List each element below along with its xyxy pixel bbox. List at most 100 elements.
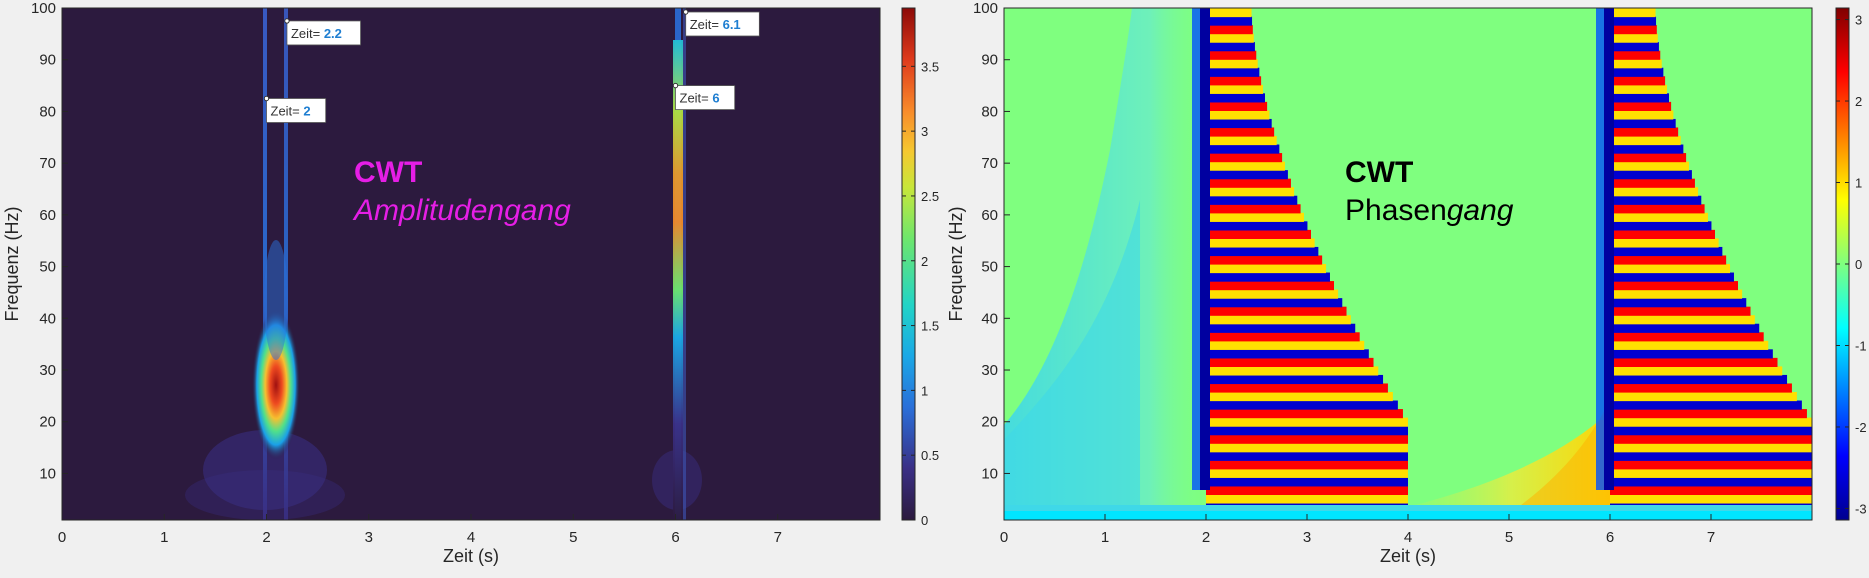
phase-x-tick-label: 7 [1707, 529, 1715, 546]
amplitude-x-tick-label: 2 [262, 529, 270, 546]
phase-x-tick-label: 3 [1303, 529, 1311, 546]
phase-region-band [1610, 451, 1812, 461]
phase-x-tick-label: 5 [1505, 529, 1513, 546]
phase-region-band [1610, 238, 1719, 248]
amplitude-x-tick-label: 5 [569, 529, 577, 546]
amplitude-y-tick-label: 70 [39, 155, 56, 172]
phase-region-band [1610, 460, 1812, 470]
phase-region-band [1610, 323, 1760, 333]
datatip-box [685, 11, 760, 37]
phase-region-band [1206, 443, 1408, 453]
phase-region-band [1206, 212, 1304, 222]
datatip[interactable]: Zeit= 6.1 [683, 9, 760, 37]
phase-region-band [1610, 195, 1702, 205]
phase-y-tick-label: 90 [981, 52, 998, 69]
phase-region-band [1206, 229, 1311, 239]
phase-region-band [1610, 281, 1738, 291]
phase-region-band [1206, 485, 1408, 495]
phase-heatmap [1004, 8, 1812, 520]
phase-region-band [1610, 255, 1727, 265]
phase-region-band [1610, 144, 1684, 154]
datatip-marker [683, 9, 689, 15]
amplitude-colorbar-tick-label: 0.5 [921, 448, 939, 463]
phase-region-band [1610, 246, 1723, 257]
phase-region-band [1206, 477, 1408, 487]
amplitude-y-tick-label: 100 [31, 0, 56, 17]
phase-y-tick-label: 70 [981, 155, 998, 172]
datatip-label: Zeit= [680, 91, 713, 106]
phase-region-band [1206, 409, 1403, 419]
phase-region-band [1206, 426, 1408, 436]
phase-region-band [1610, 426, 1812, 436]
phase-y-axis-label: Frequenz (Hz) [946, 206, 966, 321]
phase-region-band [1206, 289, 1339, 299]
phase-region-band [1206, 332, 1360, 342]
phase-y-tick-label: 20 [981, 414, 998, 431]
amplitude-x-tick-label: 0 [58, 529, 66, 546]
amplitude-annotation-title: CWT [354, 156, 422, 189]
phase-region-band [1206, 460, 1408, 470]
phase-region-band [1206, 238, 1315, 248]
phase-annotation-title: CWT [1345, 156, 1413, 189]
phase-region-band [1206, 392, 1393, 402]
phase-region-band [1610, 494, 1812, 504]
phase-region-band [1206, 110, 1270, 120]
phase-region-band [1206, 76, 1262, 86]
phase-y-tick-label: 30 [981, 362, 998, 379]
phase-region-band [1610, 118, 1676, 129]
phase-region-band [1610, 136, 1681, 146]
datatip[interactable]: Zeit= 2.2 [284, 18, 361, 46]
phase-region-band [1610, 392, 1797, 402]
amplitude-colorbar-tick-label: 2.5 [921, 189, 939, 204]
phase-region-band [1206, 153, 1283, 163]
phase-annotation-plain: Phasen [1345, 194, 1447, 227]
amplitude-x-tick-label: 3 [365, 529, 373, 546]
phase-region-band [1206, 187, 1295, 197]
phase-annotation-subtitle: Phasengang [1345, 194, 1514, 227]
datatip-value: 2 [303, 104, 310, 119]
phase-region-band [1206, 468, 1408, 478]
datatip-marker [284, 18, 290, 24]
phase-region-band [1610, 383, 1792, 393]
phase-x-tick-label: 0 [1000, 529, 1008, 546]
amplitude-y-axis-label: Frequenz (Hz) [2, 206, 22, 321]
datatip-label: Zeit= [690, 17, 723, 32]
phase-region-band [1610, 485, 1812, 495]
phase-region-band [1610, 93, 1669, 103]
amplitude-colorbar-tick-label: 1.5 [921, 319, 939, 334]
phase-region-band [1610, 374, 1788, 385]
phase-x-axis-label: Zeit (s) [1380, 546, 1436, 566]
phase-y-tick-label: 40 [981, 310, 998, 327]
datatip-marker [672, 82, 679, 89]
datatip[interactable]: Zeit= 2 [263, 95, 327, 123]
amplitude-colorbar-tick-label: 2 [921, 254, 928, 269]
phase-colorbar-tick-label: 1 [1855, 176, 1862, 191]
datatip-value: 2.2 [324, 26, 342, 41]
amplitude-colorbar-tick-label: 3.5 [921, 59, 939, 74]
phase-region-band [1206, 494, 1408, 504]
amplitude-heatmap [185, 8, 702, 520]
phase-colorbar-tick-label: -3 [1855, 501, 1867, 516]
phase-region-band [1610, 59, 1662, 69]
phase-region-band [1610, 33, 1658, 43]
phase-x-tick-label: 2 [1202, 529, 1210, 546]
phase-x-tick-label: 1 [1101, 529, 1109, 546]
phase-region-band [1610, 25, 1657, 35]
phase-y-tick-label: 100 [973, 0, 998, 17]
datatip[interactable]: Zeit= 6 [672, 82, 736, 110]
datatip-marker [263, 95, 270, 102]
datatip-label: Zeit= [271, 104, 304, 119]
amplitude-y-tick-label: 10 [39, 465, 56, 482]
phase-region-band [1206, 383, 1388, 393]
phase-region-band [1610, 443, 1812, 453]
phase-region-band [1206, 84, 1263, 94]
datatip-value: 6 [712, 91, 719, 106]
phase-colorbar-tick-label: -2 [1855, 420, 1867, 435]
phase-region-band [1610, 67, 1664, 77]
phase-x-tick-label: 4 [1404, 529, 1412, 546]
phase-region-band [1610, 229, 1715, 239]
phase-region-band [1206, 340, 1365, 350]
phase-region-band [1610, 221, 1712, 231]
phase-region-band [1610, 306, 1751, 316]
phase-region-band [1610, 50, 1661, 60]
